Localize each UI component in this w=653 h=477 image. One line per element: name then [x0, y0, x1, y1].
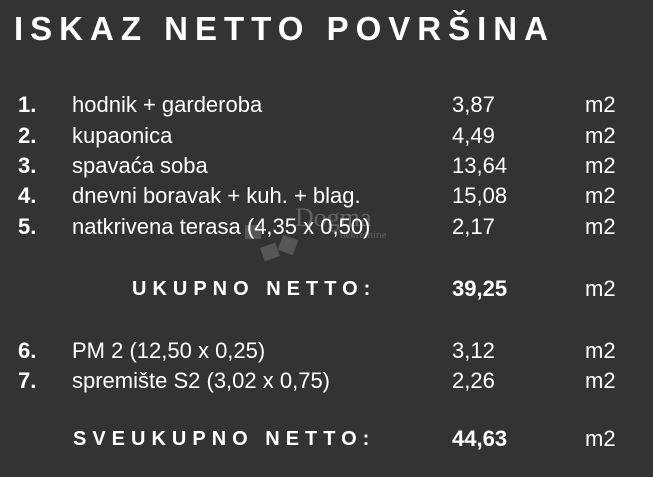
subtotal-label: UKUPNO NETTO: — [132, 278, 377, 300]
item-unit: m2 — [585, 92, 616, 117]
item-value: 3,12 — [452, 338, 495, 363]
item-description: spavaća soba — [72, 153, 208, 178]
watermark-name: Dogma — [295, 203, 372, 232]
list-item: 2. kupaonica 4,49 m2 — [0, 121, 653, 151]
item-description: hodnik + garderoba — [72, 92, 263, 117]
item-description: PM 2 (12,50 x 0,25) — [72, 338, 266, 363]
item-unit: m2 — [585, 214, 616, 239]
page-title: ISKAZ NETTO POVRŠINA — [14, 10, 555, 47]
item-unit: m2 — [585, 183, 616, 208]
item-description: dnevni boravak + kuh. + blag. — [72, 183, 361, 208]
item-value: 3,87 — [452, 92, 495, 117]
item-unit: m2 — [585, 368, 616, 393]
list-item: 6. PM 2 (12,50 x 0,25) 3,12 m2 — [0, 336, 653, 366]
list-item: 1. hodnik + garderoba 3,87 m2 — [0, 90, 653, 120]
item-number: 2. — [18, 123, 37, 148]
list-item: 3. spavaća soba 13,64 m2 — [0, 151, 653, 181]
item-number: 1. — [18, 92, 37, 117]
item-description: spremište S2 (3,02 x 0,75) — [72, 368, 331, 393]
item-number: 3. — [18, 153, 37, 178]
item-number: 5. — [18, 214, 37, 239]
watermark-logo: Dogma nekretnine — [240, 203, 420, 265]
item-value: 2,26 — [452, 368, 495, 393]
total-unit: m2 — [585, 426, 616, 451]
item-number: 6. — [18, 338, 37, 363]
item-number: 4. — [18, 183, 37, 208]
item-value: 13,64 — [452, 153, 508, 178]
list-item: 5. natkrivena terasa (4,35 x 0,50) 2,17 m2 — [0, 212, 653, 242]
item-value: 15,08 — [452, 183, 508, 208]
list-item: 7. spremište S2 (3,02 x 0,75) 2,26 m2 — [0, 366, 653, 396]
item-unit: m2 — [585, 123, 616, 148]
total-row: SVEUKUPNO NETTO: 44,63 m2 — [0, 424, 653, 454]
item-description: kupaonica — [72, 123, 173, 148]
item-unit: m2 — [585, 153, 616, 178]
total-label: SVEUKUPNO NETTO: — [73, 428, 376, 450]
watermark-sub: nekretnine — [340, 229, 387, 241]
total-value: 44,63 — [452, 426, 508, 451]
item-value: 2,17 — [452, 214, 495, 239]
subtotal-unit: m2 — [585, 276, 616, 301]
item-value: 4,49 — [452, 123, 495, 148]
subtotal-row: UKUPNO NETTO: 39,25 m2 — [0, 274, 653, 304]
item-number: 7. — [18, 368, 37, 393]
item-description: natkrivena terasa (4,35 x 0,50) — [72, 214, 371, 239]
logo-icon — [245, 225, 299, 262]
subtotal-value: 39,25 — [452, 276, 508, 301]
list-item: 4. dnevni boravak + kuh. + blag. 15,08 m2 — [0, 181, 653, 211]
item-unit: m2 — [585, 338, 616, 363]
